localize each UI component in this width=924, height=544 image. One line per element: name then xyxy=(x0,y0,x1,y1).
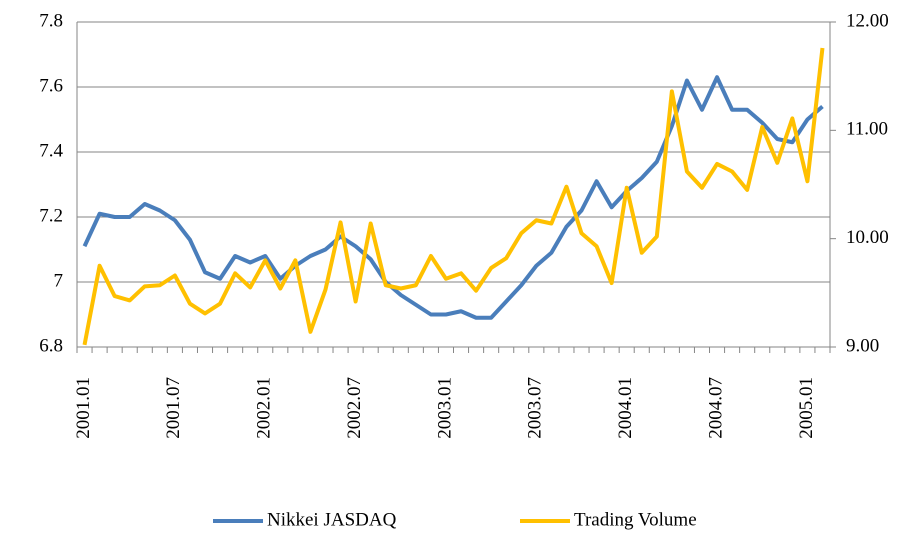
line-series xyxy=(82,47,825,346)
x-tick-label: 2005.01 xyxy=(796,377,817,439)
y-tick-label: 7 xyxy=(54,270,64,291)
y-tick-label: 6.8 xyxy=(39,335,63,356)
y2-tick-label: 9.00 xyxy=(846,335,879,356)
x-tick-label: 2002.07 xyxy=(344,377,365,439)
y2-tick-label: 12.00 xyxy=(846,10,889,31)
legend-label: Trading Volume xyxy=(574,509,697,530)
y-tick-label: 7.4 xyxy=(39,140,63,161)
y2-tick-label: 10.00 xyxy=(846,227,889,248)
line-series xyxy=(82,75,824,320)
x-tick-label: 2003.01 xyxy=(434,377,455,439)
legend-label: Nikkei JASDAQ xyxy=(267,509,397,530)
y-tick-label: 7.6 xyxy=(39,75,63,96)
x-tick-label: 2003.07 xyxy=(525,377,546,439)
y-tick-label: 7.2 xyxy=(39,205,63,226)
x-tick-label: 2002.01 xyxy=(254,377,275,439)
x-tick-label: 2004.07 xyxy=(705,377,726,439)
y2-tick-label: 11.00 xyxy=(846,119,888,140)
x-tick-label: 2001.07 xyxy=(163,377,184,439)
x-tick-label: 2001.01 xyxy=(73,377,94,439)
x-tick-label: 2004.01 xyxy=(615,377,636,439)
y-tick-label: 7.8 xyxy=(39,10,63,31)
